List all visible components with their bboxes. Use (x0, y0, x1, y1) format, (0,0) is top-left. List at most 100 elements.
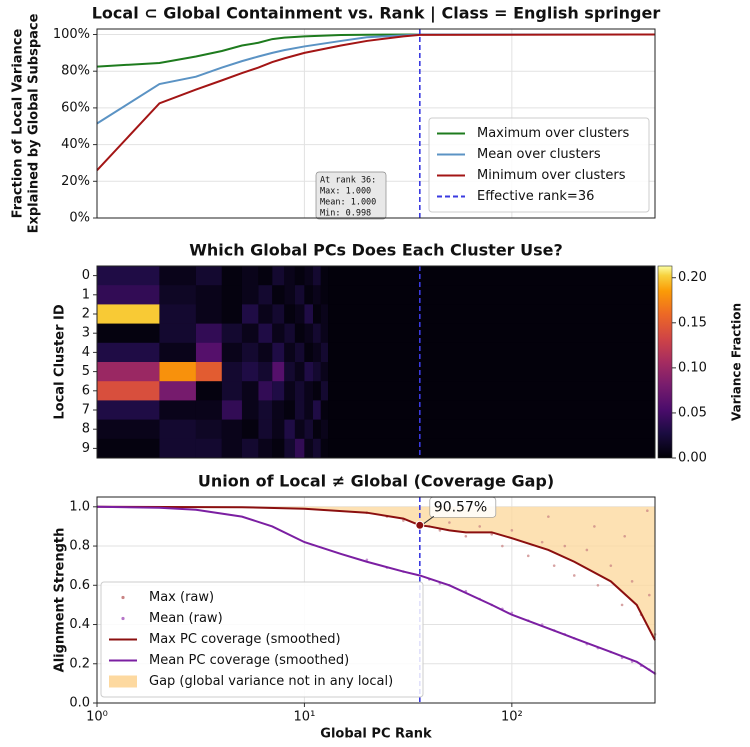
heatmap-cell (328, 266, 655, 286)
raw-point (438, 529, 442, 532)
y-axis-label: Explained by Global Subspace (27, 13, 42, 233)
heatmap-cell (272, 438, 285, 459)
heatmap-cell (97, 304, 160, 324)
raw-point (526, 554, 530, 558)
heatmap-cell (284, 304, 295, 324)
heatmap-cell (272, 362, 285, 382)
raw-point (585, 548, 589, 552)
heatmap-cell (294, 438, 305, 459)
heatmap-cell (294, 323, 305, 344)
heatmap-cell (241, 381, 259, 401)
heatmap-cell (328, 419, 655, 440)
heatmap-cell (195, 323, 222, 344)
heatmap-cell (258, 419, 273, 440)
heatmap-cell (221, 381, 242, 401)
heatmap-cell (320, 381, 329, 401)
raw-point (478, 525, 482, 528)
heatmap-cell (221, 419, 242, 440)
heatmap-cell (97, 419, 160, 440)
raw-point (501, 544, 504, 548)
legend-label: Max PC coverage (smoothed) (149, 632, 341, 647)
heatmap-cell (195, 266, 222, 286)
y-tick-label: 4 (82, 345, 90, 360)
heatmap-cell (313, 438, 321, 459)
heatmap-cell (195, 400, 222, 420)
heatmap-cell (294, 362, 305, 382)
legend-label: Mean PC coverage (smoothed) (149, 653, 349, 668)
y-axis-label: Fraction of Local Variance (11, 28, 26, 218)
raw-point (609, 564, 613, 567)
panel-title: Which Global PCs Does Each Cluster Use? (189, 241, 563, 260)
y-tick-label: 0.4 (69, 617, 90, 632)
heatmap-cell (328, 285, 655, 305)
heatmap-cell (313, 304, 321, 324)
y-tick-label: 1 (82, 287, 90, 302)
heatmap-cell (97, 285, 160, 305)
heatmap-cell (294, 342, 305, 363)
heatmap-cell (328, 342, 655, 363)
heatmap-cell (320, 438, 329, 459)
heatmap-cell (241, 323, 259, 344)
legend-label: Max (raw) (149, 590, 214, 605)
heatmap-cell (320, 362, 329, 382)
heatmap-cell (320, 419, 329, 440)
colorbar-tick-label: 0.05 (678, 405, 707, 420)
heatmap-cell (304, 266, 314, 286)
heatmap-cell (195, 285, 222, 305)
heatmap-cell (258, 400, 273, 420)
heatmap-cell (313, 285, 321, 305)
heatmap-cell (272, 419, 285, 440)
heatmap-cell (258, 323, 273, 344)
heatmap-cell (241, 266, 259, 286)
heatmap-cell (284, 419, 295, 440)
heatmap-cell (272, 285, 285, 305)
heatmap-cell (241, 285, 259, 305)
y-axis-label: Local Cluster ID (53, 304, 68, 419)
heatmap-cell (304, 304, 314, 324)
y-tick-label: 3 (82, 326, 90, 341)
heatmap-cell (304, 323, 314, 344)
heatmap-cell (284, 362, 295, 382)
raw-point (623, 534, 626, 538)
heatmap-cell (320, 400, 329, 420)
raw-point (540, 540, 544, 544)
heatmap-cell (304, 419, 314, 440)
gap-area (97, 506, 655, 641)
raw-point (448, 521, 451, 524)
heatmap-cell (294, 419, 305, 440)
heatmap-cell (241, 400, 259, 420)
heatmap-cell (304, 285, 314, 305)
raw-point (563, 544, 567, 548)
y-tick-label: 0.2 (69, 656, 90, 671)
heatmap-cell (159, 400, 196, 420)
x-tick-label: 10² (501, 710, 523, 725)
heatmap-cell (313, 400, 321, 420)
annotation-text: At rank 36: (320, 176, 376, 186)
y-tick-label: 0 (82, 268, 90, 283)
heatmap-cell (313, 342, 321, 363)
y-axis-label: Alignment Strength (53, 528, 68, 673)
heatmap-cell (241, 438, 259, 459)
heatmap-cell (294, 400, 305, 420)
legend-label: Mean over clusters (477, 147, 601, 162)
heatmap-cell (159, 362, 196, 382)
legend-marker (121, 595, 125, 600)
heatmap-cell (241, 304, 259, 324)
y-tick-label: 0.0 (69, 696, 90, 711)
y-tick-label: 6 (82, 383, 90, 398)
heatmap-cell (97, 342, 160, 363)
heatmap-cell (304, 438, 314, 459)
heatmap-cell (258, 381, 273, 401)
annotation-point (415, 520, 425, 530)
raw-point (593, 525, 596, 528)
heatmap-cell (320, 342, 329, 363)
heatmap-cell (272, 342, 285, 363)
raw-point (490, 532, 494, 536)
raw-point (596, 583, 600, 587)
annotation-text: Min: 0.998 (320, 209, 371, 219)
heatmap-cell (221, 323, 242, 344)
y-tick-label: 1.0 (69, 499, 90, 514)
heatmap-cell (320, 266, 329, 286)
heatmap-cell (294, 266, 305, 286)
y-tick-label: 60% (61, 100, 90, 115)
